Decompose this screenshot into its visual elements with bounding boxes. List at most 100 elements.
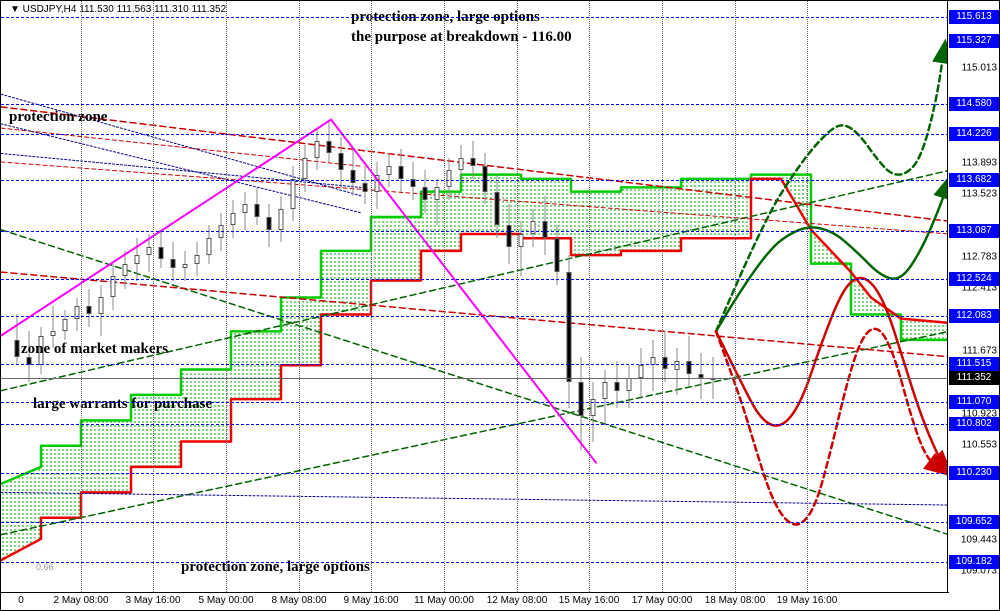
- x-tick-label: 11 May 00:00: [414, 595, 474, 606]
- price-level-label: 112.083: [949, 309, 999, 323]
- candle: [241, 192, 248, 230]
- x-tick-label: 15 May 16:00: [559, 595, 620, 606]
- y-tick-label: 109.443: [961, 534, 997, 545]
- candle: [445, 158, 452, 200]
- candle: [553, 225, 560, 284]
- sub-indicator: 0.66: [36, 562, 54, 572]
- time-gridline: [444, 1, 445, 594]
- time-gridline: [371, 1, 372, 594]
- candle: [13, 314, 20, 365]
- x-tick-label: 9 May 16:00: [343, 595, 398, 606]
- x-tick-label: 3 May 16:00: [125, 595, 180, 606]
- time-gridline: [226, 1, 227, 594]
- x-tick-label: 19 May 16:00: [777, 595, 838, 606]
- price-level-label: 111.352: [949, 371, 999, 385]
- candle: [397, 149, 404, 191]
- time-gridline: [807, 1, 808, 594]
- x-tick-label: 2 May 08:00: [53, 595, 108, 606]
- plot-area[interactable]: ▼ USDJPY,H4 111.530 111.563 111.310 111.…: [1, 1, 949, 594]
- y-tick-label: 113.523: [962, 188, 997, 199]
- x-tick-label: 0: [18, 595, 24, 606]
- candle: [157, 230, 164, 268]
- candle: [373, 162, 380, 209]
- candle: [697, 353, 704, 400]
- y-axis: 115.013113.893113.523112.783112.413111.6…: [947, 1, 999, 594]
- time-gridline: [589, 1, 590, 594]
- candle: [361, 166, 368, 204]
- candle: [265, 204, 272, 246]
- price-level-label: 110.230: [949, 466, 999, 480]
- price-level-label: 111.070: [949, 395, 999, 409]
- time-gridline: [153, 1, 154, 594]
- candle: [577, 357, 584, 450]
- price-level-label: 111.515: [949, 357, 999, 371]
- candle: [181, 251, 188, 281]
- price-level-label: 115.327: [949, 34, 999, 48]
- candle: [85, 289, 92, 327]
- candle: [421, 170, 428, 212]
- annotation-text: the purpose at breakdown - 116.00: [351, 29, 572, 46]
- time-gridline: [662, 1, 663, 594]
- candle: [133, 238, 140, 280]
- candle: [121, 251, 128, 289]
- price-level-label: 114.580: [949, 97, 999, 111]
- time-gridline: [735, 1, 736, 594]
- annotation-text: protection zone: [9, 109, 107, 126]
- price-level-label: 109.182: [949, 555, 999, 569]
- x-axis: 0 2 May 08:00 3 May 16:00 5 May 00:00 8 May …: [1, 592, 949, 610]
- price-level-label: 113.682: [949, 173, 999, 187]
- candle: [325, 120, 332, 162]
- candle: [193, 242, 200, 276]
- time-gridline: [517, 1, 518, 594]
- candle: [433, 179, 440, 226]
- candle: [349, 149, 356, 196]
- candle: [301, 145, 308, 192]
- annotation-text: large warrants for purchase: [33, 396, 212, 413]
- candle: [649, 340, 656, 391]
- chart-container: ▼ USDJPY,H4 111.530 111.563 111.310 111.…: [0, 0, 1000, 611]
- candle: [673, 348, 680, 395]
- candle: [613, 361, 620, 408]
- price-level-label: 114.226: [949, 127, 999, 141]
- candle: [109, 264, 116, 311]
- price-level-label: 109.652: [949, 515, 999, 529]
- symbol-name: ▼ USDJPY,H4: [10, 4, 76, 15]
- y-tick-label: 112.783: [962, 251, 997, 262]
- candle: [457, 145, 464, 183]
- candle: [61, 310, 68, 340]
- candle: [385, 153, 392, 187]
- candle: [481, 153, 488, 204]
- candle: [529, 209, 536, 247]
- candle: [289, 166, 296, 221]
- time-gridline: [81, 1, 82, 594]
- candle: [145, 234, 152, 272]
- candle: [589, 382, 596, 441]
- candle: [505, 204, 512, 263]
- candle: [541, 196, 548, 255]
- price-level-label: 112.524: [949, 272, 999, 286]
- price-level-label: 113.087: [949, 224, 999, 238]
- candle: [277, 196, 284, 243]
- symbol-header: ▼ USDJPY,H4 111.530 111.563 111.310 111.…: [7, 3, 229, 16]
- time-gridline: [299, 1, 300, 594]
- y-tick-label: 110.553: [962, 440, 997, 451]
- candle: [229, 200, 236, 238]
- candle: [685, 336, 692, 387]
- candle: [517, 221, 524, 276]
- price-level-label: 110.802: [949, 417, 999, 431]
- candle: [169, 242, 176, 280]
- x-tick-label: 5 May 00:00: [198, 595, 253, 606]
- candle: [469, 141, 476, 179]
- price-level-label: 115.613: [949, 10, 999, 24]
- candle: [253, 187, 260, 225]
- y-tick-label: 115.013: [962, 62, 997, 73]
- x-tick-label: 12 May 08:00: [487, 595, 548, 606]
- y-tick-label: 111.673: [962, 345, 997, 356]
- annotation-text: zone of market makers: [21, 341, 168, 358]
- x-tick-label: 8 May 08:00: [271, 595, 326, 606]
- candle: [217, 213, 224, 251]
- x-tick-label: 17 May 00:00: [632, 595, 693, 606]
- candle: [637, 348, 644, 399]
- y-tick-label: 113.893: [962, 157, 997, 168]
- candle: [97, 285, 104, 336]
